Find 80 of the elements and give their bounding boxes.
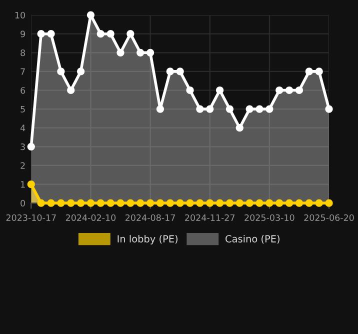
point [136, 199, 144, 207]
point [57, 199, 65, 207]
point [116, 48, 124, 56]
y-tick-label: 6 [20, 87, 26, 94]
point [37, 199, 45, 207]
point [226, 105, 234, 113]
point [196, 105, 204, 113]
point [176, 68, 184, 76]
point [27, 142, 35, 150]
point [76, 199, 85, 207]
point [266, 105, 274, 113]
point [67, 199, 75, 207]
point [305, 68, 313, 76]
point [325, 105, 333, 113]
point [226, 199, 234, 207]
point [96, 30, 104, 38]
point [315, 68, 323, 76]
point [206, 105, 214, 113]
y-tick-label: 5 [20, 106, 25, 112]
point [276, 199, 284, 207]
point [86, 199, 95, 207]
point [315, 199, 323, 207]
point [295, 199, 304, 207]
point [76, 68, 85, 76]
legend-label: In lobby (PE) [118, 234, 178, 244]
point [146, 199, 154, 207]
point [166, 199, 174, 207]
point [156, 105, 164, 113]
point [37, 30, 45, 38]
legend-label: Casino (PE) [226, 234, 280, 244]
point [266, 199, 274, 207]
point [206, 199, 214, 207]
x-tick-label: 2024-02-10 [66, 214, 116, 221]
y-tick-label: 7 [20, 68, 25, 75]
point [176, 199, 184, 207]
point [246, 105, 254, 113]
y-tick-label: 8 [20, 49, 25, 56]
y-tick-label: 3 [20, 143, 25, 150]
x-tick-label: 2025-03-10 [244, 214, 294, 221]
point [146, 48, 154, 56]
point [246, 199, 254, 207]
point [126, 199, 134, 207]
point [27, 180, 35, 188]
point [295, 86, 304, 94]
point [186, 86, 194, 94]
point [236, 199, 244, 207]
point [136, 48, 144, 56]
y-tick-label: 0 [20, 200, 26, 207]
point [86, 11, 95, 19]
point [216, 86, 224, 94]
point [106, 199, 114, 207]
point [156, 199, 164, 207]
x-tick-label: 2023-10-17 [6, 214, 56, 221]
point [57, 68, 65, 76]
x-tick-label: 2024-08-17 [126, 214, 175, 221]
point [256, 105, 264, 113]
point [166, 68, 174, 76]
point [305, 199, 313, 207]
y-tick-label: 1 [20, 181, 25, 188]
point [116, 199, 124, 207]
x-tick-label: 2025-06-20 [304, 214, 354, 221]
x-tick-label: 2024-11-27 [185, 214, 235, 221]
y-tick-label: 9 [20, 30, 25, 38]
point [47, 199, 55, 207]
point [196, 199, 204, 207]
point [256, 199, 264, 207]
y-tick-label: 2 [20, 162, 25, 169]
point [106, 30, 114, 38]
y-tick-label: 10 [15, 12, 26, 18]
point [216, 199, 224, 207]
point [186, 199, 194, 207]
point [285, 199, 294, 207]
point [276, 86, 284, 94]
y-tick-label: 4 [20, 124, 26, 132]
point [67, 86, 75, 94]
point [47, 30, 55, 38]
point [285, 86, 294, 94]
point [96, 199, 104, 207]
point [126, 30, 134, 38]
point [236, 124, 244, 132]
